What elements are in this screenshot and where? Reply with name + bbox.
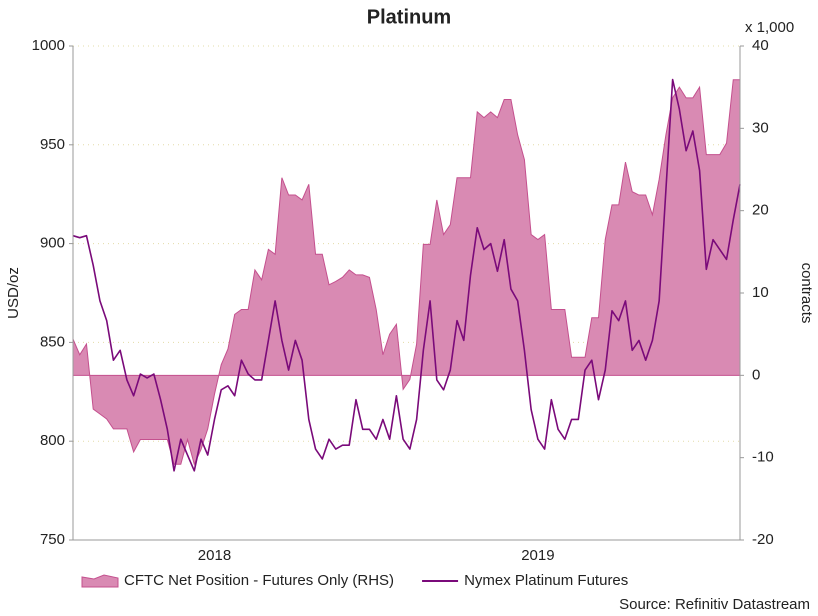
y-tick-label: 800 [40, 432, 65, 449]
y-tick-label: 950 [40, 136, 65, 153]
y2-tick-label: 10 [752, 284, 769, 301]
y-tick-label: 1000 [32, 37, 65, 54]
legend-swatch [81, 574, 119, 588]
x-tick-label: 2019 [521, 547, 554, 564]
y-tick-label: 900 [40, 235, 65, 252]
chart-title: Platinum [367, 6, 451, 28]
x-tick-label: 2018 [198, 547, 231, 564]
y-axis-label: USD/oz [5, 267, 22, 319]
y-tick-label: 850 [40, 333, 65, 350]
y2-tick-label: -10 [752, 449, 774, 466]
y2-tick-label: 0 [752, 366, 760, 383]
y2-unit: x 1,000 [745, 19, 794, 36]
y2-tick-label: -20 [752, 531, 774, 548]
legend-label: Nymex Platinum Futures [464, 572, 628, 589]
area [72, 79, 741, 466]
y2-tick-label: 30 [752, 119, 769, 136]
line [72, 78, 741, 472]
source: Source: Refinitiv Datastream [619, 596, 810, 613]
legend-label: CFTC Net Position - Futures Only (RHS) [124, 572, 394, 589]
y2-axis-label: contracts [798, 263, 815, 324]
y2-tick-label: 40 [752, 37, 769, 54]
y2-tick-label: 20 [752, 202, 769, 219]
y-tick-label: 750 [40, 531, 65, 548]
